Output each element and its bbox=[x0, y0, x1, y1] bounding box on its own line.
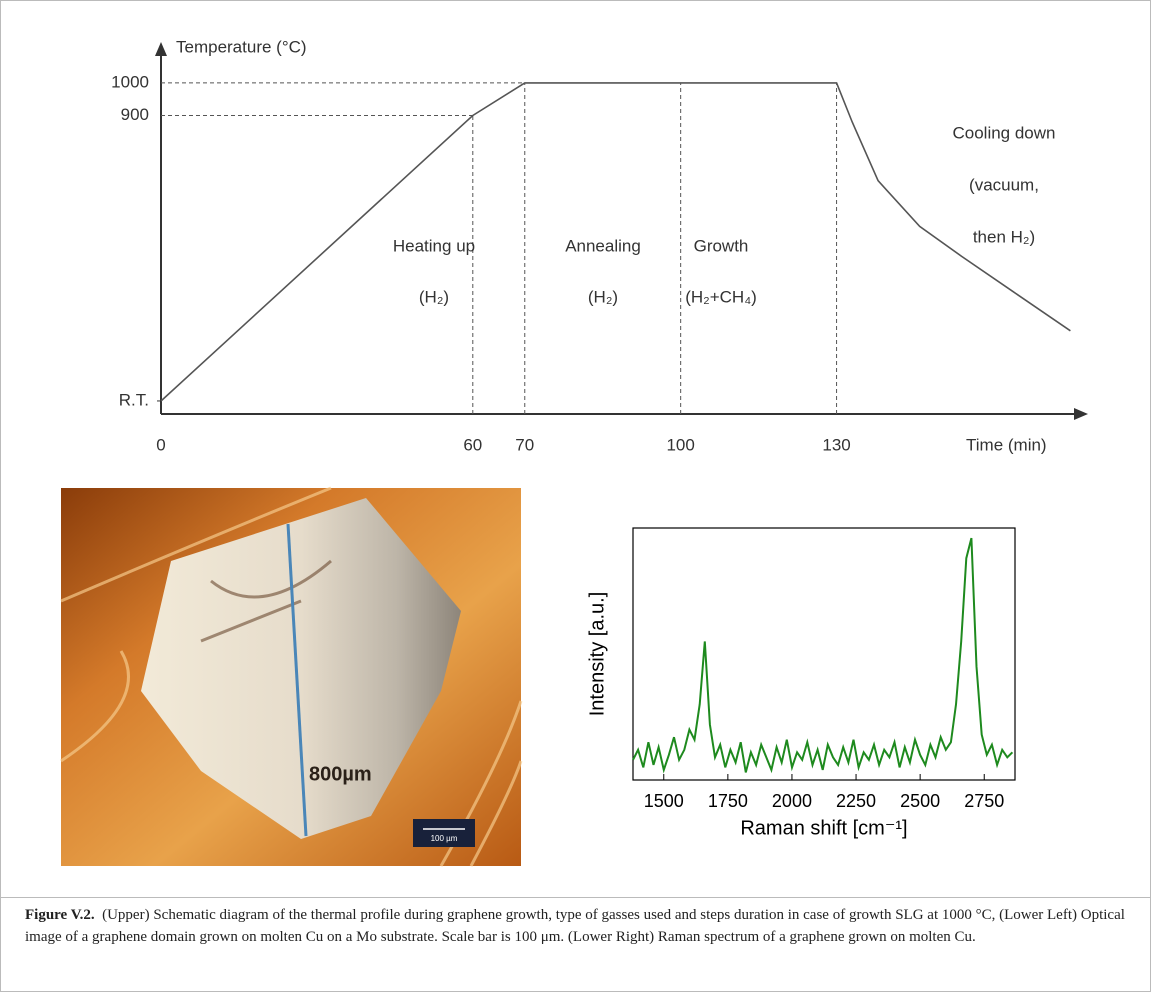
annotation: (vacuum, bbox=[969, 175, 1039, 194]
caption: Figure V.2. (Upper) Schematic diagram of… bbox=[25, 904, 1125, 948]
domain-wrinkle bbox=[200, 559, 332, 643]
annotation: Cooling down bbox=[952, 123, 1055, 142]
annotation: Annealing bbox=[565, 236, 641, 255]
y-axis-title: Intensity [a.u.] bbox=[586, 592, 608, 717]
optical-image: 800µm 100 µm bbox=[60, 486, 523, 867]
y-tick-label: 900 bbox=[121, 105, 149, 124]
surface-ripple bbox=[60, 486, 523, 867]
measure-line bbox=[286, 523, 308, 837]
x-tick-label: 100 bbox=[666, 435, 694, 454]
length-label: 800µm bbox=[309, 763, 372, 785]
y-tick-label: 1000 bbox=[111, 72, 149, 91]
x-tick-label: 2750 bbox=[964, 791, 1004, 811]
x-tick-label: 0 bbox=[156, 435, 165, 454]
data-line bbox=[160, 82, 1071, 402]
annotation: Heating up bbox=[393, 236, 475, 255]
x-axis-title: Raman shift [cm⁻¹] bbox=[740, 817, 907, 839]
x-tick-label: 1500 bbox=[644, 791, 684, 811]
annotation: (H₂) bbox=[588, 287, 618, 306]
plot-frame bbox=[632, 527, 1016, 781]
x-tick-label: 130 bbox=[822, 435, 850, 454]
annotation: (H₂+CH₄) bbox=[685, 287, 757, 306]
x-axis-title: Time (min) bbox=[966, 435, 1047, 454]
x-axis-arrow bbox=[1074, 408, 1088, 420]
caption-rule bbox=[1, 897, 1150, 898]
annotation: (H₂) bbox=[419, 287, 449, 306]
x-tick-label: 60 bbox=[463, 435, 482, 454]
y-axis-title: Temperature (°C) bbox=[176, 37, 307, 56]
y-tick-label: R.T. bbox=[119, 390, 149, 409]
scale-bar-box bbox=[413, 819, 475, 847]
x-tick-label: 1750 bbox=[708, 791, 748, 811]
scale-label: 100 µm bbox=[431, 834, 458, 843]
x-tick-label: 2000 bbox=[772, 791, 812, 811]
annotation: Growth bbox=[694, 236, 749, 255]
caption-text: (Upper) Schematic diagram of the thermal… bbox=[25, 907, 1125, 945]
data-line bbox=[632, 537, 1014, 774]
graphene-domain bbox=[141, 498, 461, 839]
y-axis-arrow bbox=[155, 42, 167, 56]
caption-label: Figure V.2. bbox=[25, 907, 95, 923]
x-tick-label: 2500 bbox=[900, 791, 940, 811]
figure-graphics: 800µm 100 µm Temperature (°C) Time (min) 0… bbox=[60, 37, 1088, 867]
x-tick-label: 2250 bbox=[836, 791, 876, 811]
annotation: then H₂) bbox=[973, 227, 1035, 246]
x-tick-label: 70 bbox=[515, 435, 534, 454]
